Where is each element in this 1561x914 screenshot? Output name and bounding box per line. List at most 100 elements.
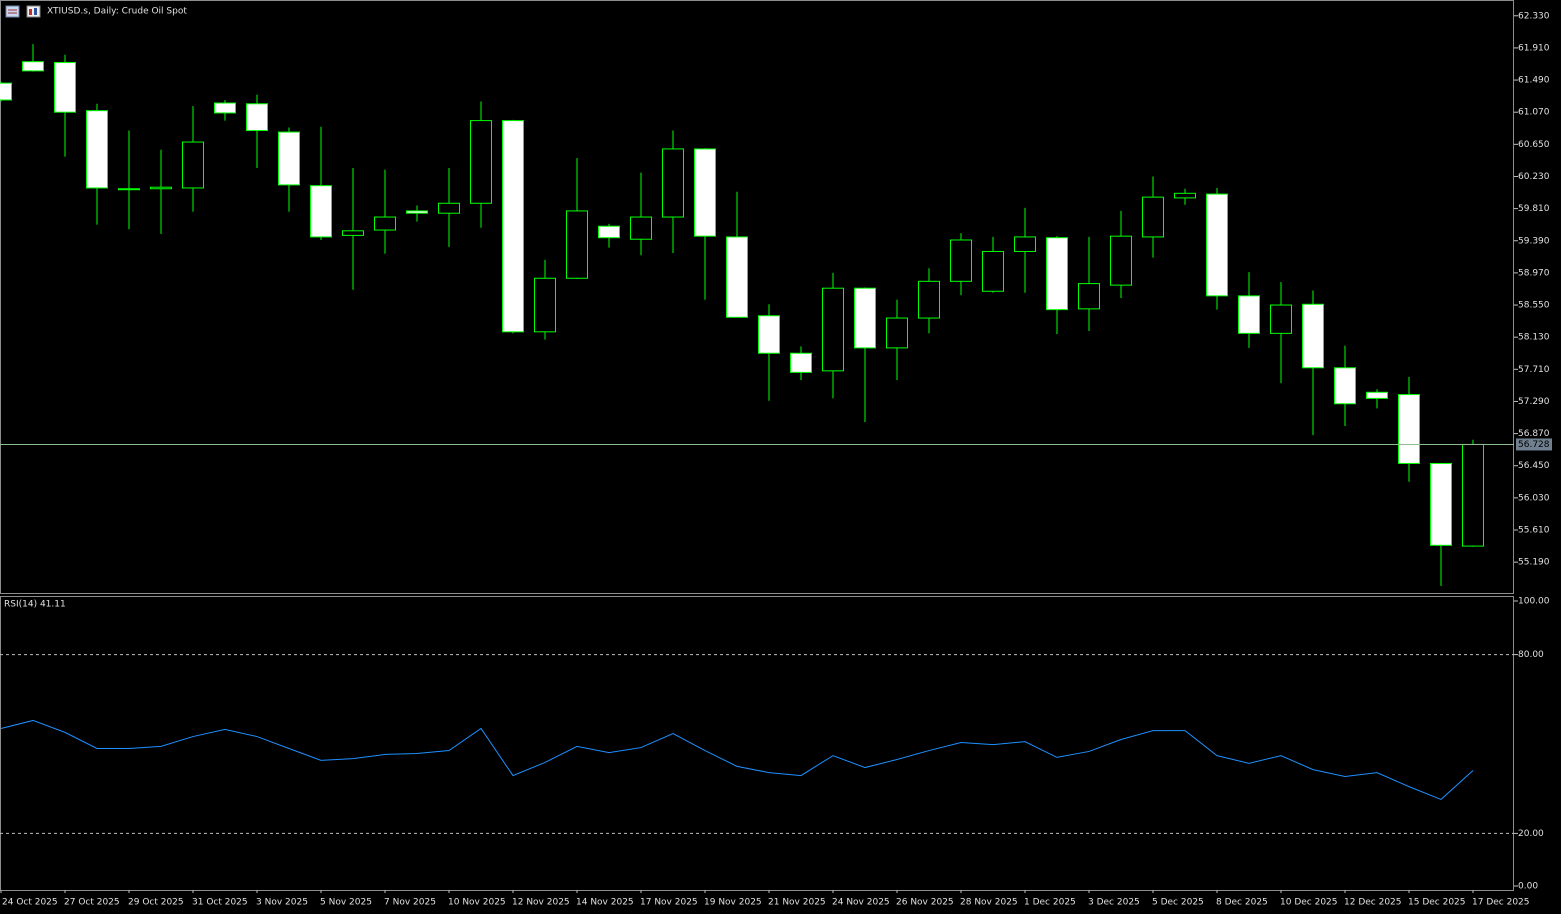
y-tick-label: 58.130	[1518, 333, 1550, 343]
rsi-y-tick-label: 100.00	[1518, 597, 1550, 607]
candle-body	[694, 148, 716, 237]
candle-body	[1302, 303, 1324, 369]
candle-body	[598, 225, 620, 239]
y-tick-label: 56.870	[1518, 429, 1550, 439]
candle-body	[278, 131, 300, 186]
candle-body	[502, 120, 524, 333]
y-tick-label: 59.810	[1518, 204, 1550, 214]
candle-body	[1174, 192, 1196, 199]
toolbar-icons	[5, 5, 41, 18]
y-tick-label: 55.190	[1518, 558, 1550, 568]
chart-title: XTIUSD.s, Daily: Crude Oil Spot	[47, 7, 187, 17]
x-tick-label: 24 Oct 2025	[2, 898, 58, 908]
x-tick-label: 8 Dec 2025	[1216, 898, 1268, 908]
x-tick-label: 28 Nov 2025	[960, 898, 1018, 908]
candle-body	[662, 148, 684, 218]
x-tick-label: 15 Dec 2025	[1408, 898, 1466, 908]
candle-body	[310, 185, 332, 238]
y-tick-label: 60.650	[1518, 140, 1550, 150]
candle-body	[1110, 235, 1132, 286]
x-tick-label: 14 Nov 2025	[576, 898, 634, 908]
candle-body	[1462, 443, 1484, 547]
candle-body	[214, 102, 236, 114]
y-tick-label: 61.070	[1518, 108, 1550, 118]
candle-body	[1334, 367, 1356, 405]
candle-body	[118, 188, 140, 191]
rsi-y-tick-label: 20.00	[1518, 829, 1544, 839]
x-tick-label: 24 Nov 2025	[832, 898, 890, 908]
candle-body	[1366, 391, 1388, 399]
indicator-label: RSI(14) 41.11	[4, 600, 66, 610]
y-tick-label: 57.710	[1518, 365, 1550, 375]
candle-body	[950, 239, 972, 282]
candle-body	[22, 61, 44, 72]
y-tick-label: 58.550	[1518, 301, 1550, 311]
y-tick-label: 58.970	[1518, 268, 1550, 278]
candle-body	[982, 250, 1004, 292]
x-tick-label: 31 Oct 2025	[192, 898, 248, 908]
candle-body	[0, 82, 12, 101]
x-tick-label: 19 Nov 2025	[704, 898, 762, 908]
candle-body	[534, 277, 556, 333]
x-tick-label: 12 Nov 2025	[512, 898, 570, 908]
candle-body	[758, 315, 780, 354]
y-tick-label: 61.910	[1518, 43, 1550, 53]
candle-body	[630, 216, 652, 240]
rsi-y-tick-label: 0.00	[1518, 882, 1538, 892]
candle-body	[470, 120, 492, 204]
x-tick-label: 5 Nov 2025	[320, 898, 372, 908]
candle-body	[726, 236, 748, 318]
candle-body	[246, 103, 268, 132]
last-price-label: 56.728	[1518, 440, 1550, 450]
candle-body	[1046, 237, 1068, 311]
x-tick-label: 3 Dec 2025	[1088, 898, 1140, 908]
candle-body	[1398, 394, 1420, 464]
x-tick-label: 27 Oct 2025	[64, 898, 120, 908]
x-tick-label: 17 Dec 2025	[1472, 898, 1530, 908]
x-tick-label: 12 Dec 2025	[1344, 898, 1402, 908]
x-tick-label: 1 Dec 2025	[1024, 898, 1076, 908]
x-tick-label: 21 Nov 2025	[768, 898, 826, 908]
x-tick-label: 5 Dec 2025	[1152, 898, 1204, 908]
candle-body	[1430, 462, 1452, 546]
rsi-line	[0, 719, 1474, 801]
x-tick-label: 3 Nov 2025	[256, 898, 308, 908]
x-tick-label: 7 Nov 2025	[384, 898, 436, 908]
candle-body	[438, 202, 460, 214]
candle-body	[854, 287, 876, 349]
y-tick-label: 55.610	[1518, 526, 1550, 536]
y-tick-label: 62.330	[1518, 11, 1550, 21]
candle-body	[86, 110, 108, 189]
y-tick-label: 56.030	[1518, 493, 1550, 503]
last-price-box	[1516, 438, 1552, 451]
candle-body	[918, 280, 940, 319]
candle-body	[1238, 295, 1260, 334]
candle-body	[566, 210, 588, 279]
y-tick-label: 56.450	[1518, 461, 1550, 471]
candle-body	[790, 352, 812, 373]
rsi-y-tick-label: 80.00	[1518, 650, 1544, 660]
y-tick-label: 60.230	[1518, 172, 1550, 182]
rsi-panel-frame	[0, 596, 1514, 891]
candle-body	[54, 61, 76, 113]
x-tick-label: 29 Oct 2025	[128, 898, 184, 908]
candle-body	[150, 186, 172, 190]
x-tick-label: 10 Nov 2025	[448, 898, 506, 908]
y-tick-label: 59.390	[1518, 236, 1550, 246]
candle-body	[886, 317, 908, 349]
x-tick-label: 17 Nov 2025	[640, 898, 698, 908]
candle-body	[374, 216, 396, 231]
candle-body	[1206, 193, 1228, 297]
y-tick-label: 57.290	[1518, 397, 1550, 407]
candle-body	[182, 141, 204, 189]
price-panel-frame	[0, 0, 1514, 594]
candle-body	[822, 287, 844, 372]
candle-body	[1142, 196, 1164, 238]
candle-body	[1270, 304, 1292, 334]
candle-body	[1078, 283, 1100, 310]
candle-body	[1014, 236, 1036, 252]
y-tick-label: 61.490	[1518, 76, 1550, 86]
candle-body	[406, 210, 428, 214]
